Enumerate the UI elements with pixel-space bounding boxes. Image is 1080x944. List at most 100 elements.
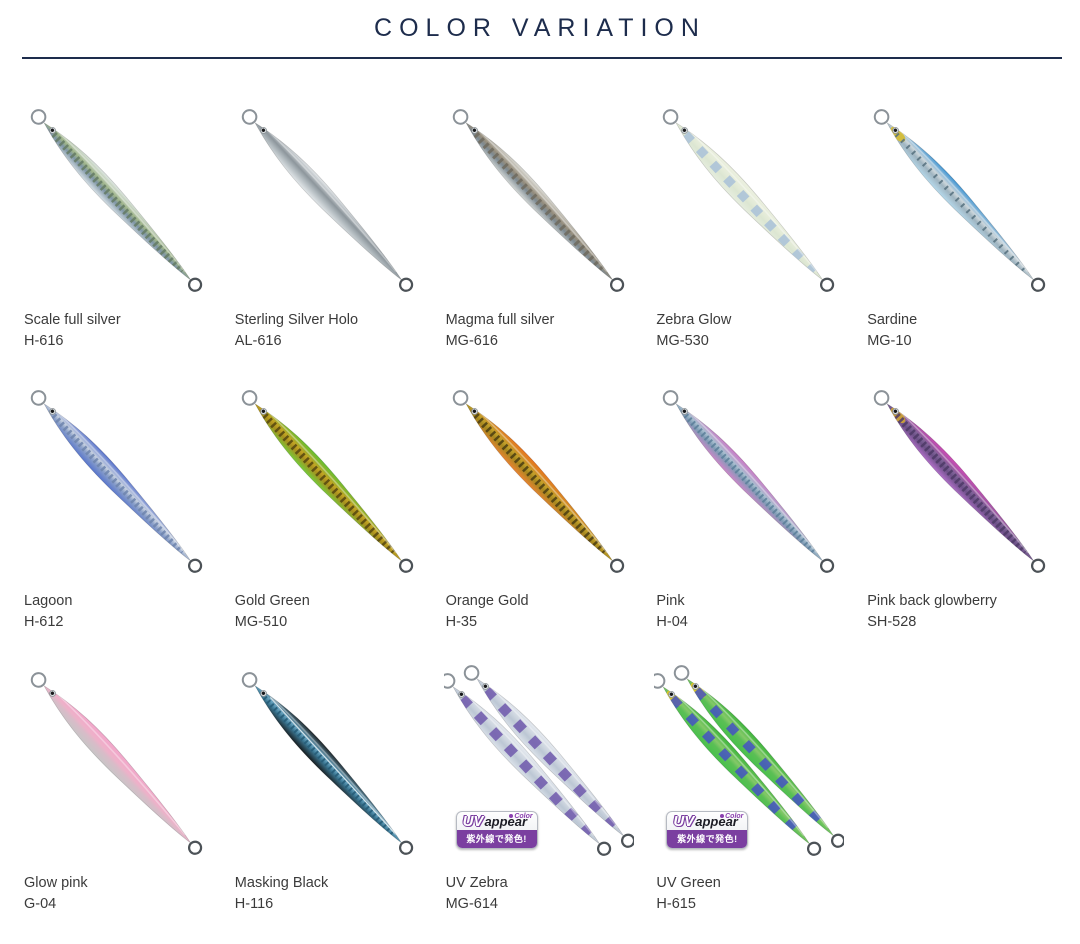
head-ring-icon — [30, 671, 47, 688]
lure-caption: Sardine MG-10 — [865, 311, 1058, 350]
jig-body-group — [674, 664, 845, 848]
jig-gloss-highlight — [54, 690, 186, 835]
jig-gloss-highlight — [54, 128, 186, 273]
head-ring-icon — [443, 672, 455, 689]
uv-appear-badge: UV appear Color 紫外線で発色! — [455, 810, 538, 849]
lure-jig-graphic — [30, 109, 203, 292]
jig-stripe-band — [894, 413, 1028, 556]
page-header: COLOR VARIATION — [0, 0, 1080, 59]
lure-image — [654, 380, 847, 580]
jig-eye-pupil — [50, 691, 55, 695]
uv-appear-badge: UV appear Color 紫外線で発色! — [666, 810, 749, 849]
jig-body — [43, 684, 191, 843]
tail-ring-icon — [620, 833, 634, 848]
lure-image: UV appear Color 紫外線で発色! — [443, 662, 637, 862]
lure-card: Orange Gold H-35 — [444, 380, 637, 631]
lure-caption: Lagoon H-612 — [22, 592, 215, 631]
lure-code: H-35 — [445, 614, 478, 631]
lure-caption: Orange Gold H-35 — [444, 592, 637, 631]
lure-card: Zebra Glow MG-530 — [654, 99, 847, 350]
jig-eye-pupil — [261, 691, 265, 695]
jig-body — [676, 122, 824, 281]
tail-ring-icon — [820, 277, 835, 292]
jig-eye-pupil — [261, 409, 265, 414]
lure-image — [22, 662, 215, 862]
lure-caption: Glow pink G-04 — [22, 874, 215, 913]
jig-eye-pupil — [893, 128, 898, 132]
lure-jig-graphic — [443, 664, 634, 856]
jig-eye-pupil — [472, 128, 476, 132]
color-label-text: Color — [509, 813, 532, 820]
head-ring-icon — [663, 390, 679, 406]
jig-eye-pupil — [50, 128, 55, 132]
lure-jig-graphic — [663, 109, 835, 292]
lure-jig-graphic — [654, 664, 845, 856]
jig-body-group — [654, 672, 822, 856]
lure-card: Sterling Silver Holo AL-616 — [233, 99, 426, 350]
tail-ring-icon — [807, 841, 822, 856]
lure-name: UV Green — [656, 874, 721, 891]
jig-gloss-highlight — [697, 683, 829, 828]
lure-caption: Pink back glowberry SH-528 — [865, 592, 1058, 631]
lure-card: UV appear Color 紫外線で発色! UV Zebra MG-614 — [443, 662, 637, 913]
jig-body-group — [873, 390, 1046, 574]
jig-body-group — [452, 109, 624, 292]
tail-ring-icon — [187, 277, 203, 292]
jig-gloss-highlight — [265, 690, 397, 835]
jig-gloss-highlight — [487, 683, 619, 828]
jig-body-group — [30, 109, 203, 292]
jig-gloss-highlight — [673, 691, 805, 836]
lure-image — [865, 380, 1058, 580]
lure-caption: Masking Black H-116 — [233, 874, 426, 913]
lure-code: H-615 — [656, 895, 696, 912]
jig-body — [254, 122, 402, 281]
jig-stripe-band — [472, 413, 606, 556]
jig-gloss-highlight — [265, 128, 397, 273]
lure-name: Magma full silver — [445, 312, 555, 328]
jig-body-group — [241, 390, 413, 574]
lure-name: Scale full silver — [24, 312, 121, 328]
head-ring-icon — [663, 109, 679, 125]
lure-code: H-612 — [24, 614, 64, 631]
lure-card: Glow pink G-04 — [22, 662, 215, 913]
lure-caption: Zebra Glow MG-530 — [654, 311, 847, 350]
jig-body-group — [663, 390, 835, 574]
lure-card: Scale full silver H-616 — [22, 99, 215, 350]
lure-name: Zebra Glow — [656, 312, 732, 328]
head-ring-icon — [654, 672, 666, 689]
lure-code: SH-528 — [867, 614, 917, 631]
uv-logo-text: UV — [462, 812, 484, 830]
jig-body-group — [241, 109, 413, 292]
lure-image: UV appear Color 紫外線で発色! — [654, 662, 847, 862]
jig-gloss-highlight — [463, 691, 595, 836]
jig-gloss-highlight — [897, 409, 1029, 554]
jig-gloss-highlight — [265, 409, 397, 554]
lure-card: UV appear Color 紫外線で発色! UV Green H-615 — [654, 662, 847, 913]
lure-code: AL-616 — [234, 333, 282, 350]
lure-jig-graphic — [663, 390, 835, 574]
jig-gloss-highlight — [476, 409, 608, 554]
tail-ring-icon — [398, 840, 413, 855]
jig-eye-pupil — [50, 409, 55, 414]
jig-eye-pupil — [261, 128, 265, 132]
lure-image — [233, 380, 426, 580]
head-ring-icon — [873, 109, 890, 125]
head-ring-icon — [241, 109, 258, 125]
lure-image — [233, 99, 426, 299]
lure-jig-graphic — [30, 390, 203, 574]
tail-ring-icon — [1031, 277, 1046, 292]
lure-image — [22, 99, 215, 299]
lure-card: Sardine MG-10 — [865, 99, 1058, 350]
jig-body-group — [463, 664, 634, 848]
jig-stripe-band — [261, 413, 396, 556]
lure-jig-graphic — [30, 671, 203, 855]
lure-name: Sardine — [867, 312, 918, 328]
lure-name: UV Zebra — [445, 874, 508, 891]
lure-name: Pink — [656, 593, 685, 610]
head-ring-icon — [463, 664, 479, 681]
uv-appear-caption: 紫外線で発色! — [667, 829, 748, 848]
jig-stripe-band — [669, 694, 805, 839]
lure-name: Orange Gold — [445, 593, 529, 610]
jig-body-group — [663, 109, 835, 292]
jig-eye-pupil — [683, 128, 687, 132]
